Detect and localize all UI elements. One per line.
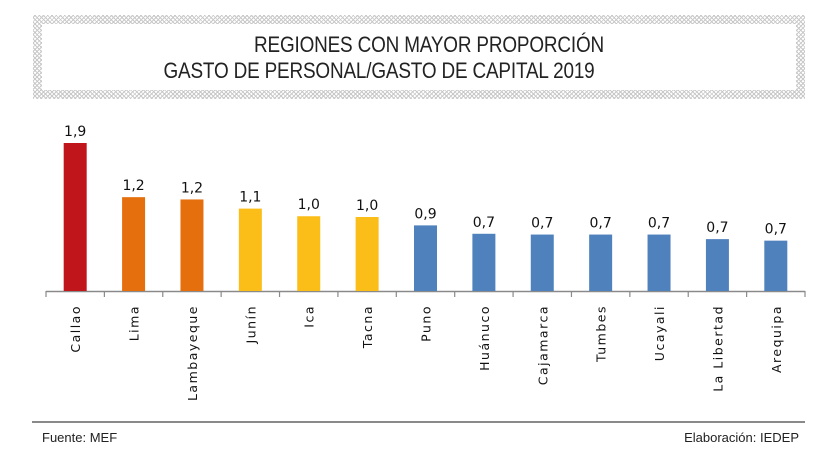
bar-callao xyxy=(63,143,87,291)
category-label: Tumbes xyxy=(594,305,609,363)
category-label: Puno xyxy=(419,305,434,342)
category-label: Ica xyxy=(302,305,317,328)
data-label: 0,7 xyxy=(473,215,495,231)
category-label: Cajamarca xyxy=(535,305,550,385)
bar-cajamarca xyxy=(530,234,554,291)
data-label: 1,1 xyxy=(239,190,261,206)
bar-la-libertad xyxy=(705,239,729,291)
chart-title-line-2: GASTO DE PERSONAL/GASTO DE CAPITAL 2019 xyxy=(163,58,595,83)
data-label: 0,7 xyxy=(765,222,787,238)
data-label: 0,9 xyxy=(414,206,436,222)
bar-ucayali xyxy=(647,234,671,291)
bar-tumbes xyxy=(589,234,613,291)
bar-arequipa xyxy=(764,240,788,291)
category-label: Tacna xyxy=(360,305,375,349)
elaboration-note: Elaboración: IEDEP xyxy=(684,430,799,445)
category-label: Ucayali xyxy=(652,305,667,361)
data-label: 1,2 xyxy=(181,180,203,196)
bar-lima xyxy=(122,197,146,291)
data-label: 0,7 xyxy=(648,216,670,232)
data-label: 0,7 xyxy=(531,216,553,232)
category-label: Huánuco xyxy=(477,305,492,371)
data-label: 0,7 xyxy=(590,216,612,232)
bar-ica xyxy=(297,216,321,291)
bar-huánuco xyxy=(472,233,496,291)
category-label: Junín xyxy=(243,305,258,344)
data-label: 1,0 xyxy=(298,197,320,213)
category-label: La Libertad xyxy=(710,305,725,392)
bar-puno xyxy=(414,225,437,291)
title-frame: REGIONES CON MAYOR PROPORCIÓN GASTO DE P… xyxy=(33,15,805,99)
category-label: Lambayeque xyxy=(185,305,200,401)
category-label: Callao xyxy=(68,305,83,353)
data-label: 0,7 xyxy=(706,220,728,236)
bar-lambayeque xyxy=(180,199,204,291)
source-note: Fuente: MEF xyxy=(42,430,118,445)
chart-title-line-1: REGIONES CON MAYOR PROPORCIÓN xyxy=(254,32,604,57)
data-label: 1,0 xyxy=(356,198,378,214)
footer-divider xyxy=(32,421,805,423)
data-label: 1,9 xyxy=(64,124,86,140)
data-label: 1,2 xyxy=(122,178,144,194)
bar-tacna xyxy=(355,217,379,291)
category-label: Arequipa xyxy=(769,305,784,373)
bar-junín xyxy=(238,208,262,291)
category-label: Lima xyxy=(127,305,142,341)
